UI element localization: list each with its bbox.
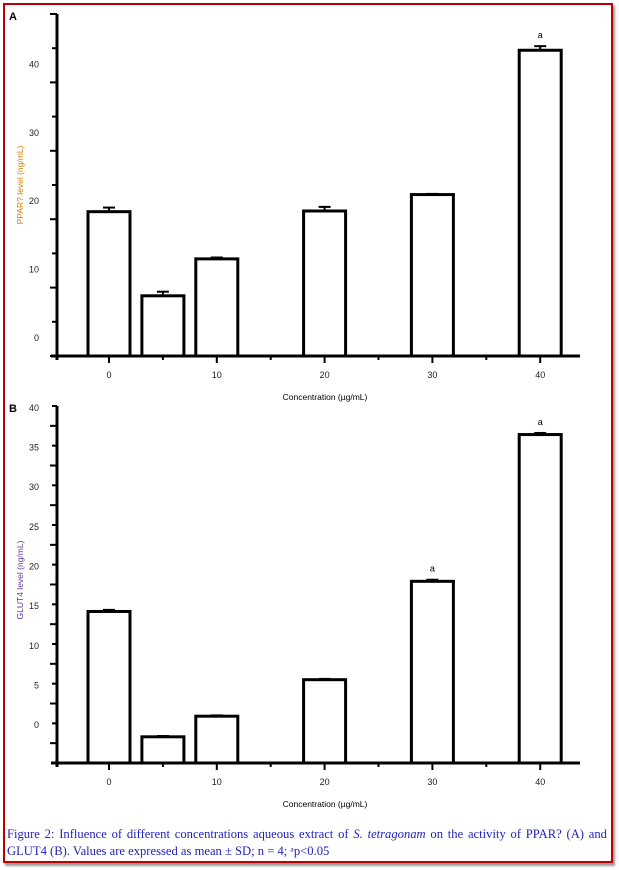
chart-b-y-tick-label: 10 (29, 641, 39, 651)
chart-b-bar (194, 714, 240, 765)
chart-a-x-tick-label: 30 (427, 370, 437, 380)
chart-a-y-tick-label: 30 (29, 128, 39, 138)
y-axis-label-b: GLUT4 level (ng/mL) (15, 540, 25, 620)
chart-a-x-tick-label: 40 (535, 370, 545, 380)
chart-a-bar (409, 193, 455, 358)
chart-a-bar (86, 210, 132, 358)
chart-a-significance-label: a (538, 30, 543, 40)
chart-b-significance-label: a (430, 564, 435, 574)
chart-b-y-tick-label: 20 (29, 562, 39, 572)
chart-a-bar (517, 48, 563, 358)
chart-b-significance-label: a (538, 417, 543, 427)
chart-a-panel-label: A (9, 11, 17, 23)
chart-a-x-tick-label: 0 (106, 370, 111, 380)
chart-a-bar (302, 209, 348, 358)
chart-a-x-tick-label: 20 (320, 370, 330, 380)
chart-b-y-tick-label: 30 (29, 482, 39, 492)
chart-b-bar (517, 433, 563, 765)
chart-b-x-axis-label: Concentration (µg/mL) (283, 799, 368, 809)
chart-b-bar (302, 678, 348, 765)
caption-prefix: Figure 2: Influence of different concent… (7, 827, 354, 841)
chart-a-y-tick-label: 0 (34, 333, 39, 343)
chart-b-y-tick-label: 25 (29, 522, 39, 532)
chart-a-x-tick-label: 10 (212, 370, 222, 380)
chart-b-y-tick-label: 5 (34, 681, 39, 691)
chart-a-bar (140, 294, 186, 358)
caption-suffix: on the activity of PPAR? (A) and GLUT4 (… (7, 827, 607, 858)
chart-b-panel-label: B (9, 403, 17, 415)
chart-a-y-tick-label: 10 (29, 265, 39, 275)
chart-a-y-tick-label: 20 (29, 196, 39, 206)
chart-b-bar (86, 609, 132, 765)
chart-b-x-tick-label: 20 (320, 777, 330, 787)
chart-b-y-tick-label: 40 (29, 403, 39, 413)
chart-b-x-tick-label: 40 (535, 777, 545, 787)
chart-b-y-tick-label: 35 (29, 443, 39, 453)
chart-a-y-tick-label: 50 (29, 0, 39, 1)
y-axis-label-a: PPAR? level (ng/mL) (15, 145, 25, 225)
chart-b-x-tick-label: 0 (106, 777, 111, 787)
chart-b-x-tick-label: 30 (427, 777, 437, 787)
chart-a-y-tick-label: 40 (29, 59, 39, 69)
chart-b-x-tick-label: 10 (212, 777, 222, 787)
caption-species: S. tetragonam (353, 827, 426, 841)
chart-b-y-tick-label: 15 (29, 601, 39, 611)
chart-b-y-tick-label: 0 (34, 720, 39, 730)
figure-caption: Figure 2: Influence of different concent… (7, 826, 607, 860)
chart-a-x-axis-label: Concentration (µg/mL) (283, 392, 368, 402)
chart-b-bar (409, 579, 455, 765)
figure-frame (3, 3, 613, 863)
chart-b-bar (140, 735, 186, 765)
chart-a-bar (194, 257, 240, 358)
